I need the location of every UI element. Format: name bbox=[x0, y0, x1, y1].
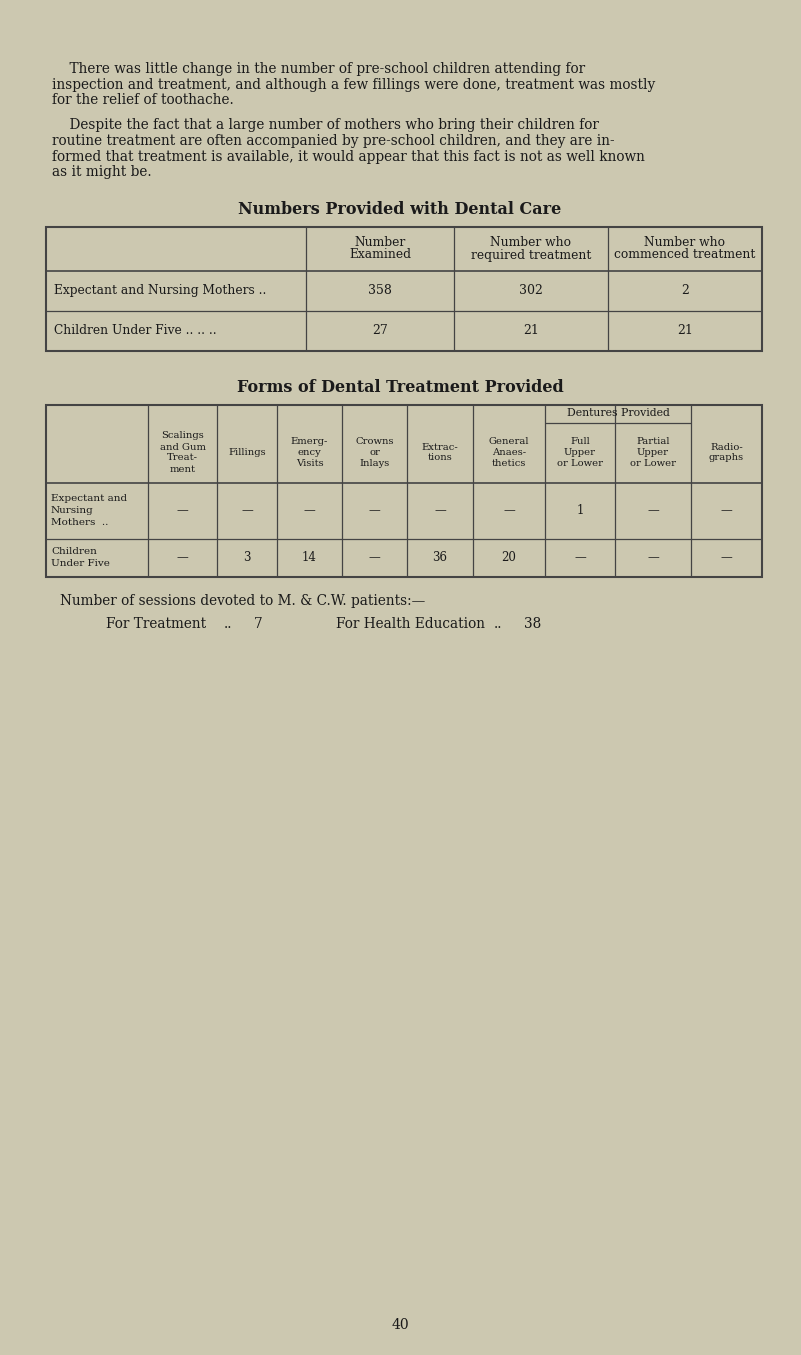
Text: Upper: Upper bbox=[564, 449, 596, 457]
Text: commenced treatment: commenced treatment bbox=[614, 248, 755, 262]
Text: —: — bbox=[503, 504, 515, 518]
Text: routine treatment are often accompanied by pre-school children, and they are in-: routine treatment are often accompanied … bbox=[52, 134, 614, 148]
Text: 3: 3 bbox=[244, 551, 251, 564]
Text: Upper: Upper bbox=[637, 449, 669, 457]
Bar bbox=[46, 405, 762, 576]
Text: Anaes-: Anaes- bbox=[492, 449, 526, 457]
Text: Expectant and Nursing Mothers ..: Expectant and Nursing Mothers .. bbox=[54, 285, 267, 297]
Text: formed that treatment is available, it would appear that this fact is not as wel: formed that treatment is available, it w… bbox=[52, 149, 645, 164]
Text: for the relief of toothache.: for the relief of toothache. bbox=[52, 93, 234, 107]
Text: There was little change in the number of pre-school children attending for: There was little change in the number of… bbox=[52, 62, 585, 76]
Text: thetics: thetics bbox=[492, 459, 526, 467]
Text: inspection and treatment, and although a few fillings were done, treatment was m: inspection and treatment, and although a… bbox=[52, 77, 655, 92]
Text: Radio-: Radio- bbox=[710, 443, 743, 451]
Text: 38: 38 bbox=[524, 617, 541, 630]
Text: —: — bbox=[241, 504, 253, 518]
Text: 14: 14 bbox=[302, 551, 317, 564]
Text: Inlays: Inlays bbox=[360, 459, 389, 467]
Text: Scalings: Scalings bbox=[161, 431, 204, 440]
Text: graphs: graphs bbox=[709, 454, 744, 462]
Text: Mothers  ..: Mothers .. bbox=[51, 518, 108, 527]
Text: Extrac-: Extrac- bbox=[421, 443, 458, 451]
Text: and Gum: and Gum bbox=[159, 443, 206, 451]
Text: 20: 20 bbox=[501, 551, 517, 564]
Text: —: — bbox=[721, 551, 732, 564]
Text: ment: ment bbox=[170, 465, 195, 473]
Text: Number of sessions devoted to M. & C.W. patients:—: Number of sessions devoted to M. & C.W. … bbox=[60, 595, 425, 608]
Text: Despite the fact that a large number of mothers who bring their children for: Despite the fact that a large number of … bbox=[52, 118, 599, 133]
Text: For Health Education: For Health Education bbox=[336, 617, 485, 630]
Text: Children Under Five .. .. ..: Children Under Five .. .. .. bbox=[54, 324, 216, 337]
Text: 7: 7 bbox=[254, 617, 263, 630]
Text: —: — bbox=[574, 551, 586, 564]
Text: —: — bbox=[647, 504, 659, 518]
Text: required treatment: required treatment bbox=[471, 248, 591, 262]
Text: Dentures Provided: Dentures Provided bbox=[566, 408, 670, 419]
Text: Treat-: Treat- bbox=[167, 454, 198, 462]
Text: 27: 27 bbox=[372, 324, 388, 337]
Text: Under Five: Under Five bbox=[51, 560, 110, 568]
Text: Emerg-: Emerg- bbox=[291, 438, 328, 446]
Text: General: General bbox=[489, 438, 529, 446]
Text: 358: 358 bbox=[368, 285, 392, 297]
Text: Forms of Dental Treatment Provided: Forms of Dental Treatment Provided bbox=[236, 378, 563, 396]
Text: Full: Full bbox=[570, 438, 590, 446]
Text: For Treatment: For Treatment bbox=[106, 617, 206, 630]
Text: Crowns: Crowns bbox=[356, 438, 394, 446]
Text: 21: 21 bbox=[523, 324, 539, 337]
Text: tions: tions bbox=[428, 454, 453, 462]
Text: ..: .. bbox=[224, 617, 232, 630]
Text: or Lower: or Lower bbox=[630, 459, 676, 467]
Text: Fillings: Fillings bbox=[228, 449, 266, 457]
Text: 2: 2 bbox=[681, 285, 689, 297]
Text: Number who: Number who bbox=[645, 236, 726, 248]
Text: —: — bbox=[434, 504, 446, 518]
Text: Number: Number bbox=[354, 236, 405, 248]
Text: as it might be.: as it might be. bbox=[52, 165, 151, 179]
Text: Partial: Partial bbox=[636, 438, 670, 446]
Text: —: — bbox=[647, 551, 659, 564]
Text: or Lower: or Lower bbox=[557, 459, 603, 467]
Text: Numbers Provided with Dental Care: Numbers Provided with Dental Care bbox=[239, 201, 562, 218]
Text: Number who: Number who bbox=[490, 236, 571, 248]
Text: Nursing: Nursing bbox=[51, 505, 94, 515]
Text: ency: ency bbox=[298, 449, 321, 457]
Text: —: — bbox=[177, 504, 188, 518]
Text: Expectant and: Expectant and bbox=[51, 495, 127, 503]
Text: 302: 302 bbox=[519, 285, 543, 297]
Text: —: — bbox=[177, 551, 188, 564]
Text: Examined: Examined bbox=[349, 248, 411, 262]
Text: —: — bbox=[368, 504, 380, 518]
Text: 40: 40 bbox=[391, 1318, 409, 1332]
Text: or: or bbox=[369, 449, 380, 457]
Text: —: — bbox=[721, 504, 732, 518]
Text: 36: 36 bbox=[433, 551, 448, 564]
Text: —: — bbox=[368, 551, 380, 564]
Bar bbox=[46, 226, 762, 351]
Text: 21: 21 bbox=[677, 324, 693, 337]
Text: —: — bbox=[304, 504, 316, 518]
Text: Visits: Visits bbox=[296, 459, 324, 467]
Text: Children: Children bbox=[51, 547, 97, 556]
Text: 1: 1 bbox=[576, 504, 584, 518]
Text: ..: .. bbox=[494, 617, 502, 630]
